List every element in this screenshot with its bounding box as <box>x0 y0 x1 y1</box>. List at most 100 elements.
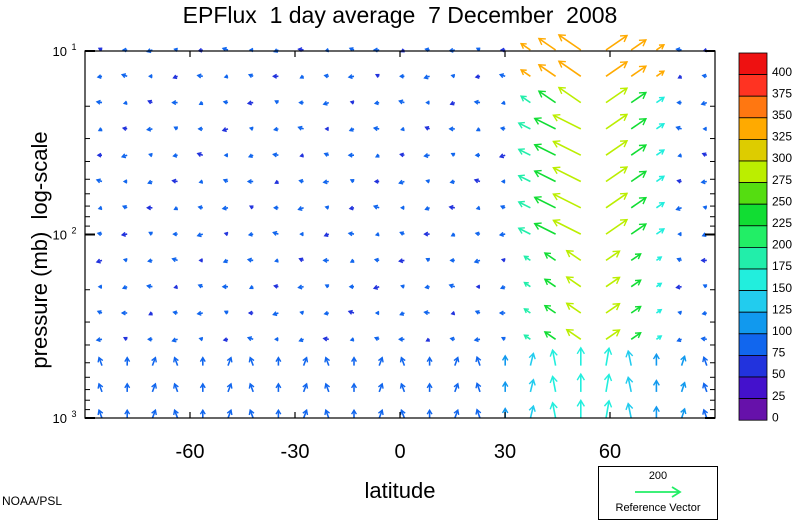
flux-vector <box>603 346 613 366</box>
flux-vector <box>95 99 103 105</box>
flux-vector <box>324 126 329 132</box>
flux-vector <box>173 284 178 290</box>
flux-vector <box>625 375 634 393</box>
flux-vector <box>147 336 153 342</box>
flux-vector <box>449 179 455 185</box>
flux-vector <box>274 337 279 342</box>
chart-title: EPFlux 1 day average 7 December 2008 <box>182 2 618 28</box>
flux-vector <box>275 382 282 392</box>
flux-vector <box>630 196 648 209</box>
flux-vector <box>171 337 178 343</box>
flux-vector <box>146 126 153 132</box>
flux-vector <box>676 257 682 263</box>
flux-vector <box>474 152 480 158</box>
flux-vector <box>424 206 430 211</box>
flux-vector <box>151 382 157 393</box>
flux-vector <box>322 336 329 342</box>
flux-vector <box>377 408 384 419</box>
flux-vector <box>172 74 178 80</box>
colorbar-label: 150 <box>772 281 792 295</box>
flux-vector <box>425 337 430 342</box>
flux-vector <box>198 258 203 263</box>
flux-vector <box>473 337 481 343</box>
flux-vector <box>605 329 621 340</box>
flux-vector <box>605 87 629 104</box>
flux-vector <box>121 204 128 210</box>
flux-vector <box>552 140 582 156</box>
flux-vector <box>372 204 380 210</box>
flux-vector <box>523 308 531 314</box>
flux-vector <box>528 404 536 419</box>
flux-vector <box>124 356 131 366</box>
flux-vector <box>151 408 157 419</box>
flux-vector <box>498 231 506 237</box>
x-tick-label: -30 <box>281 441 310 463</box>
flux-vector <box>147 99 153 105</box>
flux-vector <box>221 46 229 52</box>
flux-vector <box>500 336 506 341</box>
flux-vector <box>97 382 104 393</box>
flux-vector <box>199 408 206 419</box>
flux-vector <box>423 310 430 316</box>
colorbar-swatch <box>738 117 768 140</box>
flux-vector <box>655 201 666 209</box>
colorbar-swatch <box>738 138 768 162</box>
flux-vector <box>700 336 707 342</box>
flux-vector <box>400 205 405 211</box>
flux-vector <box>449 336 455 342</box>
colorbar-label: 375 <box>772 86 792 100</box>
flux-vector <box>124 408 131 419</box>
flux-vector <box>576 346 586 366</box>
flux-vector <box>680 355 687 366</box>
flux-vector <box>97 47 103 52</box>
flux-vector <box>655 70 666 77</box>
colorbar-label: 250 <box>772 194 792 208</box>
flux-vector <box>701 310 707 316</box>
flux-vector <box>605 113 629 130</box>
flux-vector <box>147 258 153 264</box>
flux-vector <box>552 166 582 183</box>
flux-vector <box>172 310 178 316</box>
flux-vector <box>655 44 666 51</box>
flux-vector <box>625 402 634 419</box>
flux-vector <box>324 284 330 289</box>
flux-vector <box>680 381 687 393</box>
flux-vector <box>324 205 330 210</box>
flux-vector <box>398 179 405 185</box>
flux-vector <box>146 283 153 289</box>
flux-vector <box>196 232 204 238</box>
flux-vector <box>498 310 506 316</box>
flux-vector <box>95 337 103 343</box>
flux-vector <box>676 178 682 184</box>
flux-vector <box>676 100 682 106</box>
flux-vector <box>473 258 481 264</box>
flux-vector <box>247 232 254 237</box>
flux-vector <box>630 279 642 288</box>
flux-vector <box>226 382 233 393</box>
flux-vector <box>517 148 531 156</box>
flux-vector <box>223 152 229 158</box>
x-tick-label: 0 <box>394 441 405 463</box>
flux-vector <box>523 281 531 288</box>
colorbar-label: 175 <box>772 259 792 273</box>
flux-vector <box>298 337 304 343</box>
flux-vector <box>248 356 255 366</box>
flux-vector <box>173 356 179 366</box>
flux-vector <box>199 356 206 366</box>
colorbar-label: 325 <box>772 130 792 144</box>
flux-vector <box>222 337 229 342</box>
flux-vector <box>675 206 682 211</box>
flux-vector <box>297 284 304 290</box>
flux-vector <box>675 284 682 290</box>
flux-vector <box>523 334 531 340</box>
colorbar-swatch <box>738 160 768 184</box>
flux-vector <box>222 178 229 184</box>
flux-vector <box>655 308 663 314</box>
flux-vector <box>273 126 279 132</box>
flux-vector <box>549 375 558 393</box>
flux-vector <box>603 399 613 419</box>
flux-vector <box>557 60 582 77</box>
y-tick-exponent: 2 <box>71 226 76 236</box>
flux-vector <box>450 232 456 237</box>
flux-vector <box>223 74 229 79</box>
